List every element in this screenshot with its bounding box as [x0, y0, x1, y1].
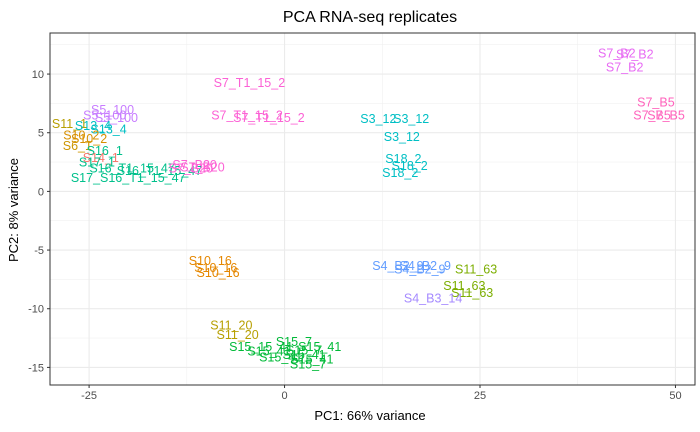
point-label: S15_7 [276, 335, 312, 349]
x-axis-title: PC1: 66% variance [314, 408, 425, 423]
point-label: S16_1 [87, 144, 123, 158]
y-axis-title: PC2: 8% variance [6, 158, 21, 262]
point-label: S7_T1_15_2 [214, 76, 286, 90]
point-label: S15_41 [290, 353, 333, 367]
point-label: S10_16 [194, 261, 237, 275]
point-label: S18_2 [385, 152, 421, 166]
point-label: S15_41 [283, 348, 326, 362]
point-label: S15_41 [247, 344, 290, 358]
point-label: S7_B2 [606, 61, 644, 75]
point-label: S15_15_41 [229, 340, 293, 354]
point-label: S6_1 [63, 139, 92, 153]
point-label: S11_1 [52, 117, 87, 131]
point-label: S7_B20 [180, 160, 225, 174]
y-axis-ticks: -15 -10 -5 0 5 10 [28, 69, 50, 374]
point-label: S11_20 [217, 328, 259, 342]
y-tick-label: -10 [28, 304, 44, 316]
point-label: S4_B2_9 [394, 262, 445, 276]
point-label: S17_1 [79, 156, 115, 170]
point-label: S3_12 [360, 112, 396, 126]
point-label: S5_100 [95, 111, 138, 125]
point-label: S11_63 [451, 286, 493, 300]
point-label: S7_T1_15_2 [211, 109, 283, 123]
x-tick-label: 25 [474, 390, 486, 402]
x-tick-label: 50 [669, 390, 681, 402]
point-label: S16_T1_15_47 [89, 161, 175, 175]
point-label: S7_T1_15_2 [233, 111, 305, 125]
point-label: S15_41 [259, 350, 302, 364]
y-tick-label: 5 [38, 128, 44, 140]
x-axis-ticks: -25 0 25 50 [81, 385, 682, 402]
point-label: S7_B20 [172, 158, 217, 172]
point-label: S13_4 [75, 119, 111, 133]
point-label: S17_S16_T1_15_47 [71, 171, 186, 185]
chart-title: PCA RNA-seq replicates [283, 9, 457, 26]
y-tick-label: 0 [38, 186, 44, 198]
point-label: S16_T1_15_47 [117, 164, 203, 178]
x-tick-label: 0 [281, 390, 287, 402]
panel-border [49, 32, 696, 386]
point-label: S10_16 [189, 254, 232, 268]
y-tick-label: 10 [32, 69, 44, 81]
point-label: S7_B2 [598, 46, 636, 60]
point-label: S11_63 [455, 262, 497, 276]
point-label: S11_20 [210, 319, 252, 333]
point-label: S10_2 [63, 129, 99, 143]
point-label: S7_B2 [616, 48, 654, 62]
point-label: S15_7 [286, 343, 322, 357]
grid-major [50, 33, 695, 385]
y-tick-label: -5 [34, 245, 44, 257]
point-label: S18_2 [382, 166, 418, 180]
grid-minor [50, 33, 695, 385]
point-label: S15_7 [290, 357, 326, 371]
x-tick-label: -25 [81, 390, 97, 402]
point-label: S11_63 [443, 279, 485, 293]
point-label: S10_2 [71, 132, 107, 146]
y-tick-label: -15 [28, 362, 44, 374]
point-label: S13_4 [91, 123, 127, 137]
point-label: S5_100 [83, 109, 126, 123]
point-label: S18_2 [392, 159, 428, 173]
point-label: S14_1 [83, 151, 119, 165]
point-label: S7_B5 [637, 96, 675, 110]
point-label: S7_B5 [647, 109, 685, 123]
point-label: S4_B3_14 [404, 292, 462, 306]
point-label: S3_12 [393, 112, 429, 126]
point-label: S7_B20 [168, 161, 213, 175]
point-label: S15_41 [298, 340, 341, 354]
point-label: S4_B2_9 [400, 259, 451, 273]
point-label: S10_16 [197, 266, 240, 280]
point-label: S5_100 [91, 103, 134, 117]
point-label: S4_B2_9 [372, 259, 423, 273]
point-label: S7_B5 [633, 109, 671, 123]
point-label: S3_12 [384, 130, 420, 144]
